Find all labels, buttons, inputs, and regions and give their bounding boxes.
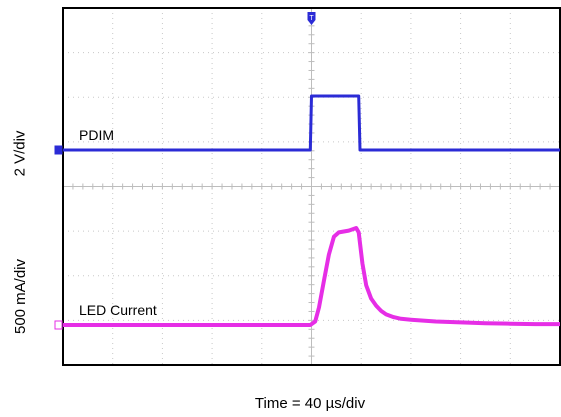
x-axis-label: Time = 40 µs/div xyxy=(254,395,366,412)
y-axis-label-voltage: 2 V/div xyxy=(11,130,29,176)
led-current-trace-label: LED Current xyxy=(79,302,157,318)
plot-frame xyxy=(62,7,561,366)
pdim-trace-label: PDIM xyxy=(79,127,114,143)
trace-pdim xyxy=(63,94,560,152)
y-axis-label-current: 500 mA/div xyxy=(11,258,29,334)
traces xyxy=(63,94,560,327)
trigger-marker-label: T xyxy=(309,15,314,22)
ground-marker-led-current xyxy=(54,320,63,330)
ground-marker-pdim xyxy=(54,145,63,155)
markers: T xyxy=(54,12,316,330)
grid xyxy=(62,7,561,366)
trigger-marker: T xyxy=(307,12,316,25)
trace-led-current xyxy=(63,226,560,327)
